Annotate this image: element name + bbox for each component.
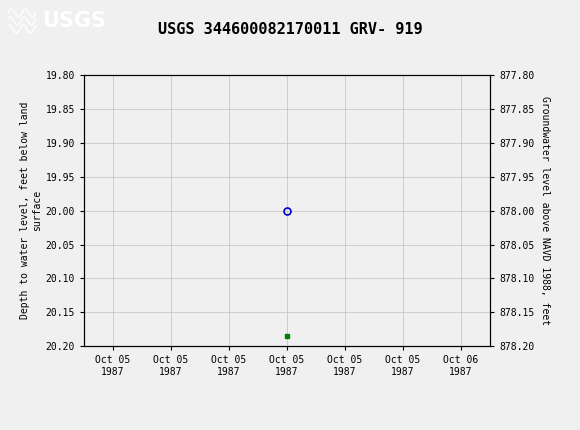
Text: USGS 344600082170011 GRV- 919: USGS 344600082170011 GRV- 919 — [158, 22, 422, 37]
Y-axis label: Groundwater level above NAVD 1988, feet: Groundwater level above NAVD 1988, feet — [540, 96, 550, 325]
Y-axis label: Depth to water level, feet below land
surface: Depth to water level, feet below land su… — [20, 102, 42, 319]
Text: USGS: USGS — [42, 11, 106, 31]
